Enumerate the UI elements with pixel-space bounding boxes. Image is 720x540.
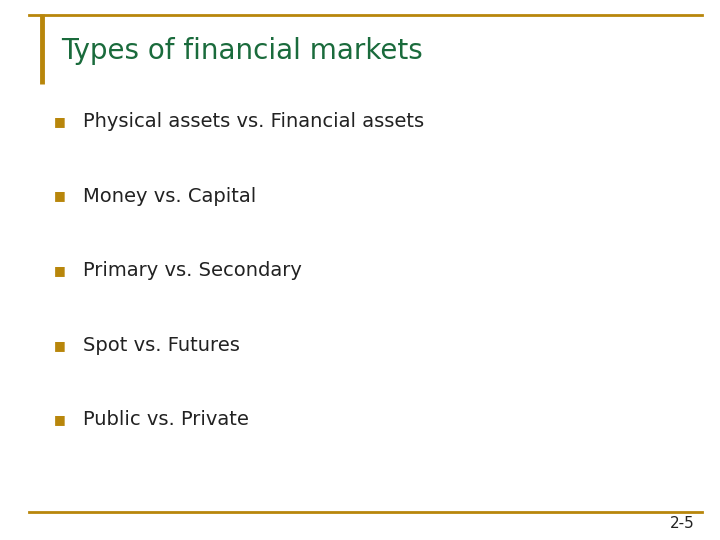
Text: ■: ■ bbox=[54, 264, 66, 277]
Text: ■: ■ bbox=[54, 190, 66, 202]
Text: Physical assets vs. Financial assets: Physical assets vs. Financial assets bbox=[83, 112, 424, 131]
Text: ■: ■ bbox=[54, 339, 66, 352]
Text: ■: ■ bbox=[54, 115, 66, 128]
Text: Types of financial markets: Types of financial markets bbox=[61, 37, 423, 65]
Text: Spot vs. Futures: Spot vs. Futures bbox=[83, 335, 240, 355]
Text: Money vs. Capital: Money vs. Capital bbox=[83, 186, 256, 206]
Text: ■: ■ bbox=[54, 413, 66, 426]
Text: 2-5: 2-5 bbox=[670, 516, 695, 531]
Text: Primary vs. Secondary: Primary vs. Secondary bbox=[83, 261, 302, 280]
Text: Public vs. Private: Public vs. Private bbox=[83, 410, 248, 429]
